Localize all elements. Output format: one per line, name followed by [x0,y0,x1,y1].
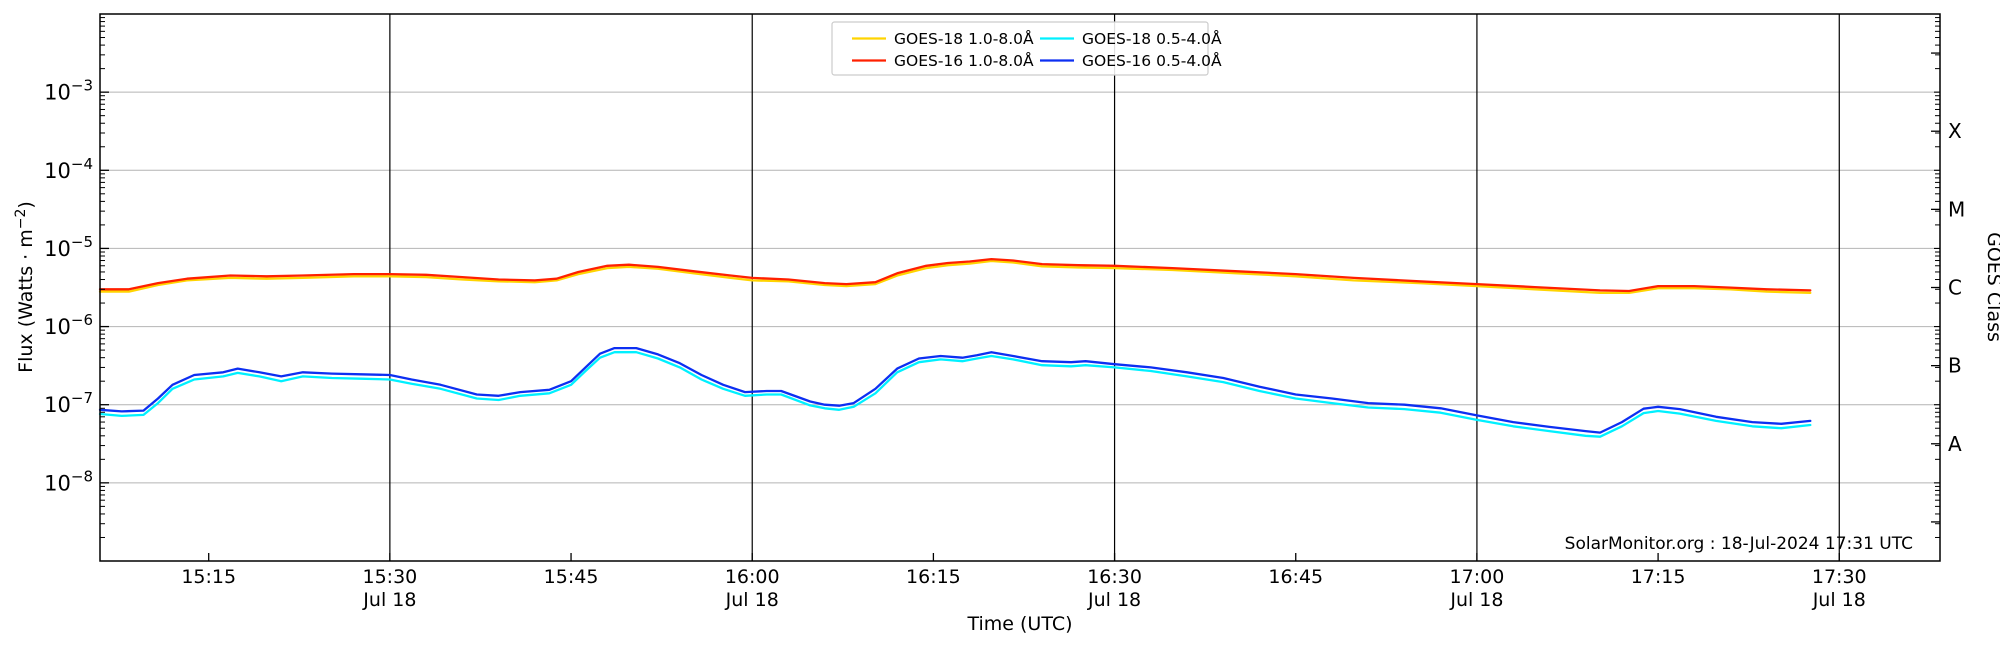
x-tick-date-label: Jul 18 [1812,589,1866,611]
x-tick-label: 16:45 [1268,566,1323,588]
legend-box [831,21,1209,76]
goes-class-label: A [1948,432,1962,456]
goes-class-label: B [1948,354,1962,378]
y-tick-exponent: −5 [71,233,93,251]
goes-class-label: M [1948,197,1965,221]
y-tick-exponent: −7 [71,389,93,407]
x-tick-label: 15:30 [362,566,417,588]
x-tick-label: 16:00 [725,566,780,588]
x-tick-label: 17:00 [1450,566,1505,588]
goes-class-label: X [1948,119,1962,143]
y-tick-exponent: −4 [71,155,93,173]
y-axis-title-post: ) [15,201,37,208]
x-tick-date-label: Jul 18 [725,589,779,611]
watermark-timestamp: SolarMonitor.org : 18-Jul-2024 17:31 UTC [1565,534,1913,554]
x-tick-date-label: Jul 18 [362,589,416,611]
gridlines [100,91,1940,484]
x-axis-title: Time (UTC) [966,613,1072,635]
y-tick-exponent: −6 [71,311,93,329]
goes-class-label: C [1948,276,1962,300]
y-axis-title-sup: −2 [13,209,29,230]
x-tick-label: 15:45 [544,566,599,588]
x-tick-date-label: Jul 18 [1087,589,1141,611]
y-tick-label: 10−7 [44,389,93,417]
x-tick-label: 15:15 [181,566,236,588]
series-line [98,346,1812,434]
y-tick-label: 10−8 [44,467,93,495]
y-tick-base: 10 [44,315,71,339]
legend: GOES-18 1.0-8.0Å GOES-16 1.0-8.0Å GOES-18 … [831,21,1222,76]
legend-entry-label: GOES-16 1.0-8.0Å [894,51,1034,70]
goes-class-labels: X M C B A [1948,119,1965,456]
y-tick-base: 10 [44,237,71,261]
axis-ticks [100,17,1940,561]
y-tick-label: 10−4 [44,155,93,183]
series-line [98,351,1812,438]
right-axis-title: GOES Class [1983,232,2000,342]
y-tick-label: 10−6 [44,311,93,339]
legend-entry-label: GOES-18 1.0-8.0Å [894,29,1034,48]
y-tick-label: 10−5 [44,233,93,261]
x-tick-label: 17:30 [1812,566,1867,588]
y-axis-title-pre: Flux (Watts · m [15,229,37,373]
flux-series-lines [98,257,1812,438]
x-tick-date-label: Jul 18 [1449,589,1503,611]
y-tick-base: 10 [44,393,71,417]
series-line [98,257,1812,293]
x-tick-label: 16:15 [906,566,961,588]
series-line [98,259,1812,295]
x-tick-label: 16:30 [1087,566,1142,588]
y-tick-label: 10−3 [44,77,93,105]
x-tick-label: 17:15 [1631,566,1686,588]
y-axis-tick-labels: 10−310−410−510−610−710−8 [44,77,93,496]
y-axis-title: Flux (Watts · m−2) [13,201,37,373]
date-boundary-lines [389,14,1840,561]
y-tick-base: 10 [44,81,71,105]
legend-entry-label: GOES-18 0.5-4.0Å [1082,29,1222,48]
legend-entry-label: GOES-16 0.5-4.0Å [1082,51,1222,70]
y-tick-base: 10 [44,159,71,183]
y-tick-exponent: −3 [71,77,93,95]
y-tick-exponent: −8 [71,467,93,485]
y-tick-base: 10 [44,471,71,495]
